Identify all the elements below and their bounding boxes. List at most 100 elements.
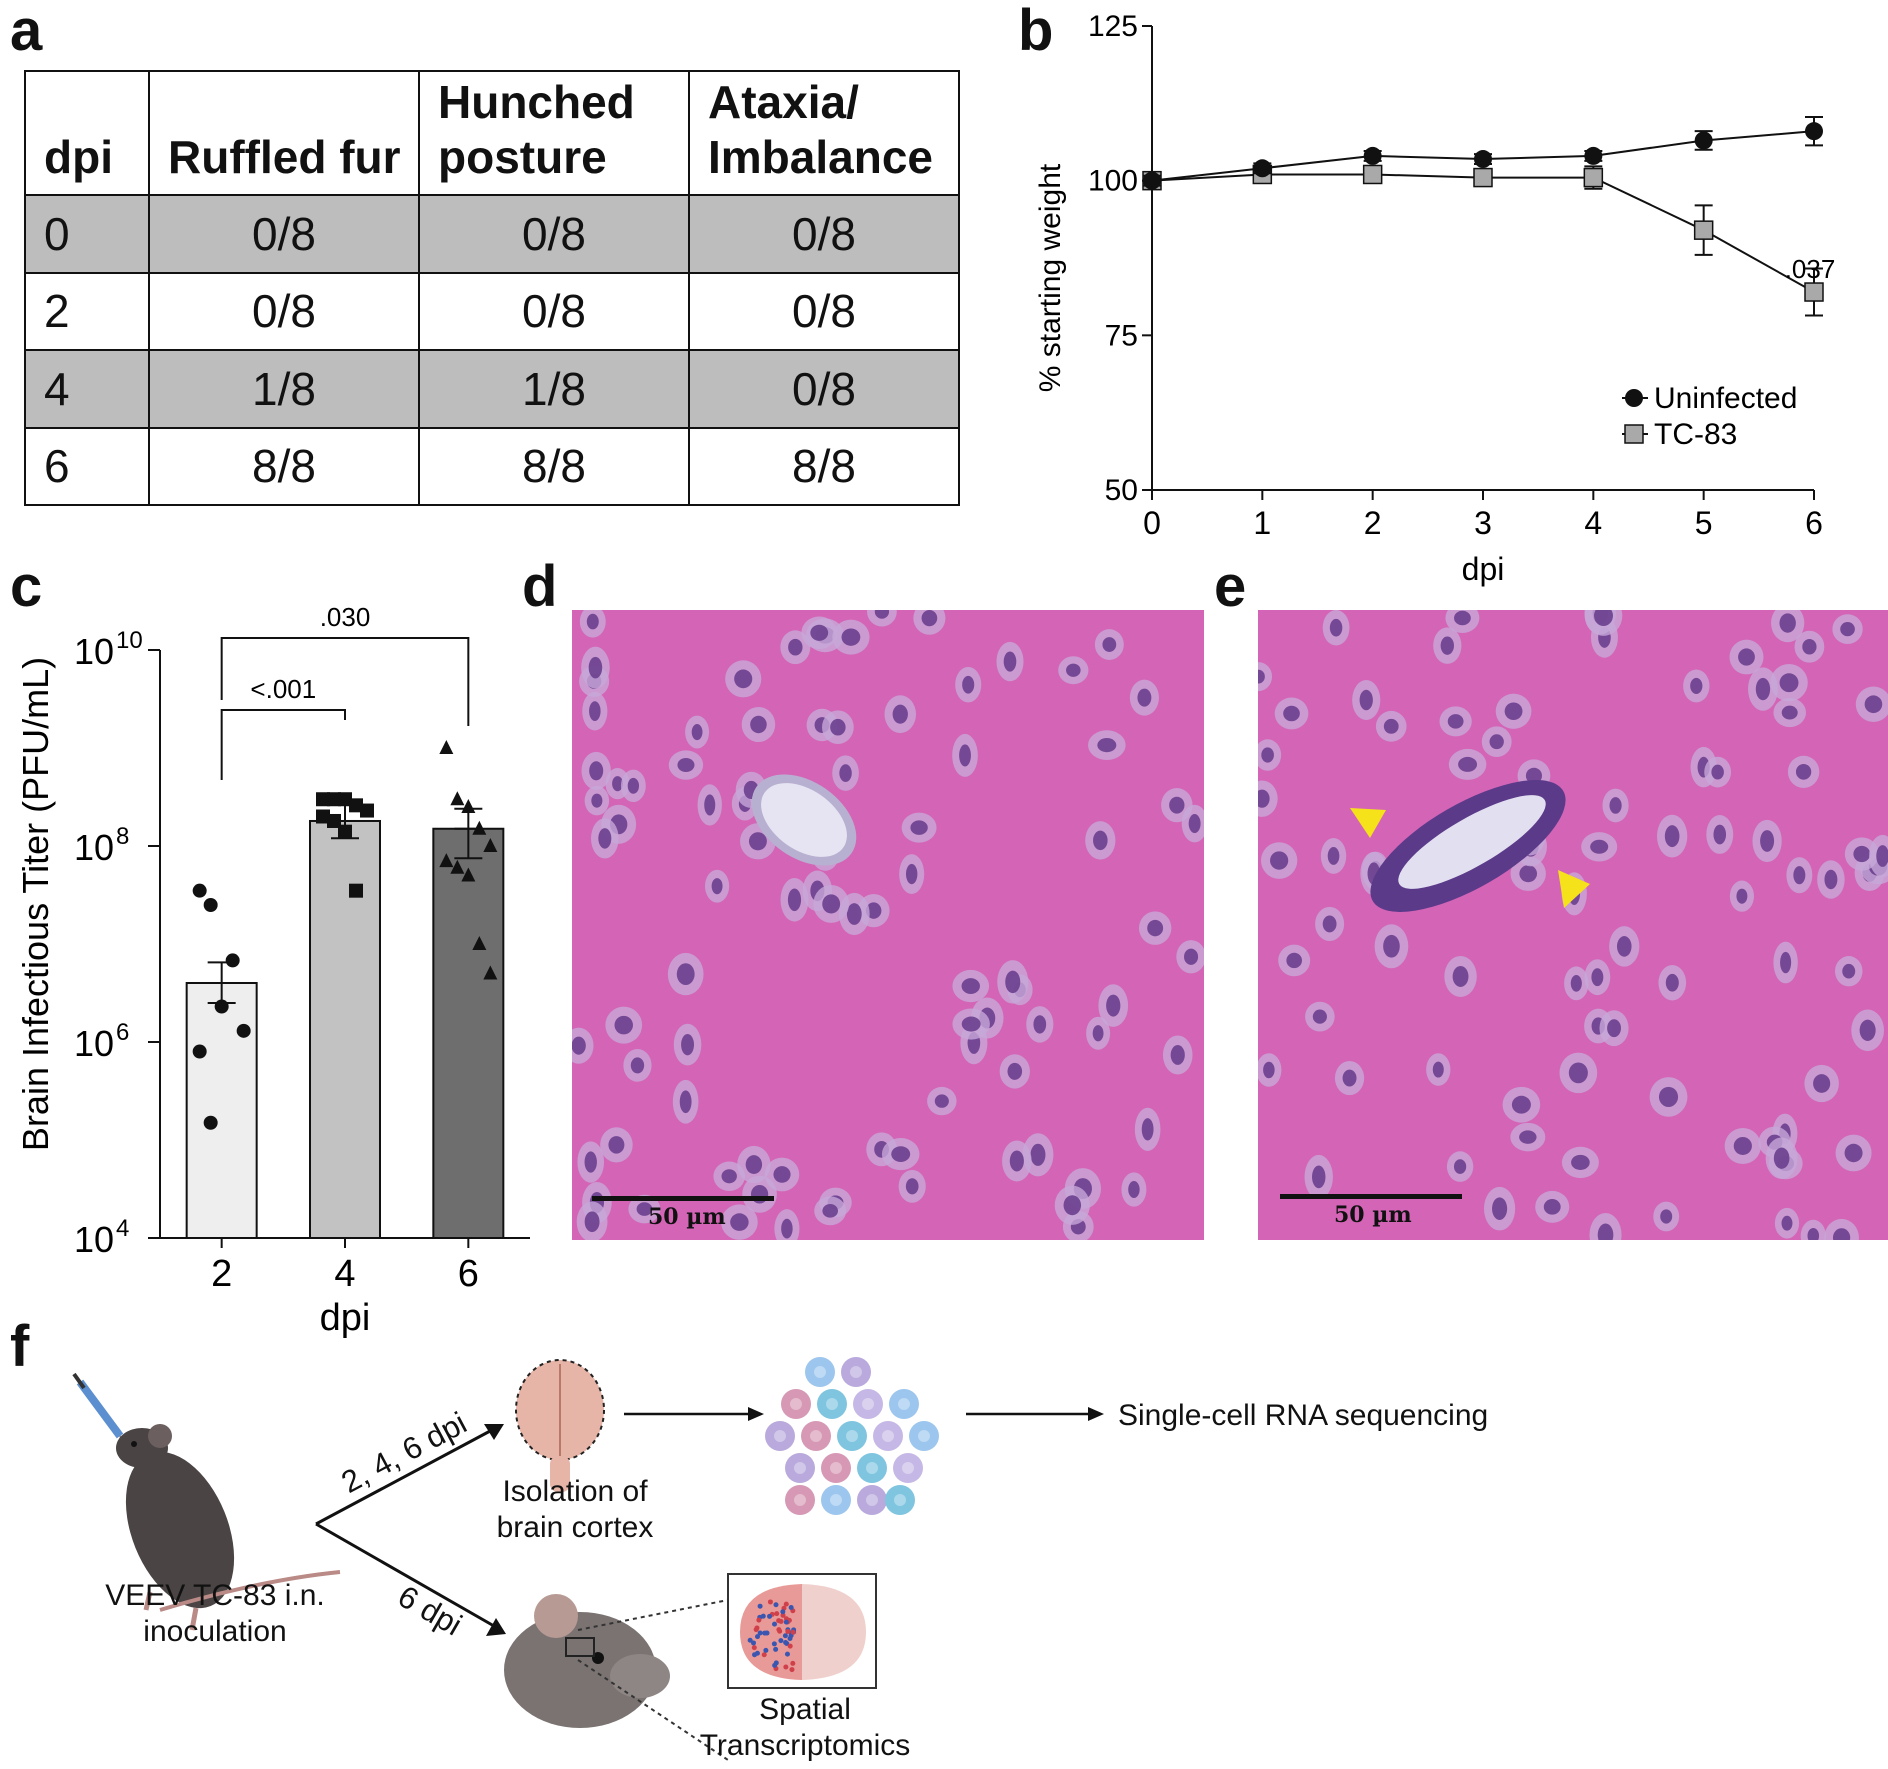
cell-dpi: 2 bbox=[24, 271, 150, 351]
cell-nucleus bbox=[1359, 689, 1373, 711]
y-tick-exponent: 4 bbox=[116, 1215, 129, 1242]
cell-nucleus bbox=[589, 761, 604, 781]
mouse-head-icon bbox=[504, 1594, 729, 1761]
cell-nucleus bbox=[1660, 1209, 1673, 1224]
data-point bbox=[349, 798, 363, 813]
spatial-spot bbox=[760, 1613, 766, 1619]
cell-nucleus bbox=[630, 1057, 645, 1074]
cell-nucleus bbox=[627, 777, 640, 794]
comparison-bracket bbox=[220, 637, 470, 726]
cell-nucleus bbox=[1864, 695, 1883, 714]
cell-nucleus bbox=[1832, 1228, 1851, 1240]
table-row: 2 0/8 0/8 0/8 bbox=[24, 271, 960, 351]
data-point bbox=[1805, 122, 1823, 141]
cell-nucleus bbox=[1859, 1019, 1876, 1041]
cell-nucleus bbox=[1738, 648, 1755, 666]
bar bbox=[309, 819, 381, 1239]
spatial-spot bbox=[767, 1599, 773, 1605]
cell-nucleus-icon bbox=[866, 1494, 878, 1506]
cell-ruffled-fur: 0/8 bbox=[148, 194, 420, 274]
spatial-spot bbox=[773, 1602, 779, 1608]
cell-nucleus bbox=[1519, 1130, 1537, 1144]
cell-nucleus bbox=[1876, 845, 1888, 867]
cell-nucleus bbox=[1263, 1061, 1275, 1079]
data-point bbox=[203, 898, 218, 913]
cell-nucleus bbox=[1005, 970, 1021, 994]
panel-label-a: a bbox=[10, 0, 43, 63]
cell-nucleus bbox=[934, 1094, 949, 1108]
cell-nucleus bbox=[773, 1166, 791, 1183]
cell-nucleus-icon bbox=[882, 1430, 894, 1442]
cell-nucleus bbox=[959, 744, 971, 767]
cell-nucleus bbox=[905, 1178, 919, 1195]
cell-nucleus-icon bbox=[846, 1430, 858, 1442]
cell-nucleus bbox=[1570, 974, 1582, 992]
cell-nucleus bbox=[1733, 1136, 1752, 1155]
cell-nucleus bbox=[745, 1155, 763, 1175]
spatial-spot bbox=[755, 1634, 761, 1640]
cell-nucleus bbox=[572, 1036, 586, 1055]
data-point bbox=[1584, 146, 1603, 165]
clinical-signs-table: dpi Ruffled fur Hunched posture Ataxia/ … bbox=[24, 70, 960, 506]
data-point bbox=[450, 791, 465, 806]
cell-nucleus bbox=[1258, 789, 1270, 808]
cell-nucleus bbox=[1066, 663, 1081, 677]
cell-nucleus-icon bbox=[794, 1494, 806, 1506]
cell-nucleus bbox=[1007, 1062, 1023, 1080]
cell-nucleus bbox=[1033, 1015, 1047, 1034]
y-axis-label: % starting weight bbox=[1034, 163, 1067, 392]
cell-nucleus-icon bbox=[826, 1398, 838, 1410]
cell-hunched-posture: 0/8 bbox=[418, 271, 690, 351]
arrowhead-marker bbox=[1558, 870, 1590, 908]
cell-nucleus bbox=[1543, 1199, 1561, 1215]
cell-nucleus bbox=[961, 1016, 981, 1032]
spatial-spot bbox=[782, 1633, 788, 1639]
cell-nucleus bbox=[841, 628, 861, 646]
cell-ataxia: 8/8 bbox=[688, 426, 960, 506]
cell-nucleus bbox=[1261, 747, 1274, 763]
cell-nucleus bbox=[681, 1033, 695, 1056]
cell-nucleus bbox=[1824, 869, 1838, 890]
cell-nucleus bbox=[1504, 702, 1523, 721]
table-row: 0 0/8 0/8 0/8 bbox=[24, 194, 960, 274]
cell-nucleus bbox=[1853, 845, 1871, 863]
cell-nucleus bbox=[1283, 705, 1300, 722]
cell-nucleus bbox=[787, 888, 802, 912]
spatial-spot bbox=[772, 1662, 778, 1668]
legend-label: TC-83 bbox=[1654, 418, 1737, 451]
cell-nucleus bbox=[1590, 839, 1609, 854]
cell-nucleus bbox=[905, 863, 918, 885]
cell-nucleus bbox=[1141, 1118, 1154, 1141]
cell-nucleus bbox=[679, 1090, 692, 1114]
cell-dpi: 6 bbox=[24, 426, 150, 506]
cell-icon bbox=[841, 1357, 871, 1387]
cell-nucleus bbox=[1322, 915, 1337, 933]
cell-nucleus bbox=[1312, 1165, 1326, 1189]
cell-nucleus bbox=[1188, 814, 1201, 834]
cell-ruffled-fur: 0/8 bbox=[148, 271, 420, 351]
cell-nucleus bbox=[1773, 1147, 1790, 1169]
route-arrows bbox=[315, 1424, 506, 1636]
spatial-spot bbox=[784, 1640, 790, 1646]
cell-icon bbox=[885, 1485, 915, 1515]
data-point bbox=[327, 792, 341, 807]
cell-nucleus-icon bbox=[830, 1462, 842, 1474]
spatial-spot bbox=[747, 1637, 753, 1643]
cell-nucleus-icon bbox=[894, 1494, 906, 1506]
cell-nucleus-icon bbox=[810, 1430, 822, 1442]
cell-nucleus-icon bbox=[814, 1366, 826, 1378]
cell-nucleus bbox=[1489, 734, 1504, 750]
header-hunched-posture: Hunched posture bbox=[418, 70, 690, 196]
cell-nucleus bbox=[589, 701, 601, 721]
cell-nucleus bbox=[1383, 718, 1399, 734]
y-tick-label: 125 bbox=[1088, 10, 1138, 43]
cell-icon bbox=[853, 1389, 883, 1419]
cell-icon bbox=[837, 1421, 867, 1451]
cell-nucleus bbox=[584, 1211, 600, 1233]
spatial-spot bbox=[780, 1609, 786, 1615]
x-tick-label: 6 bbox=[1805, 505, 1823, 541]
cell-icon bbox=[889, 1389, 919, 1419]
scale-bar-label: 50 µm bbox=[1334, 1202, 1412, 1228]
cell-icon bbox=[857, 1453, 887, 1483]
